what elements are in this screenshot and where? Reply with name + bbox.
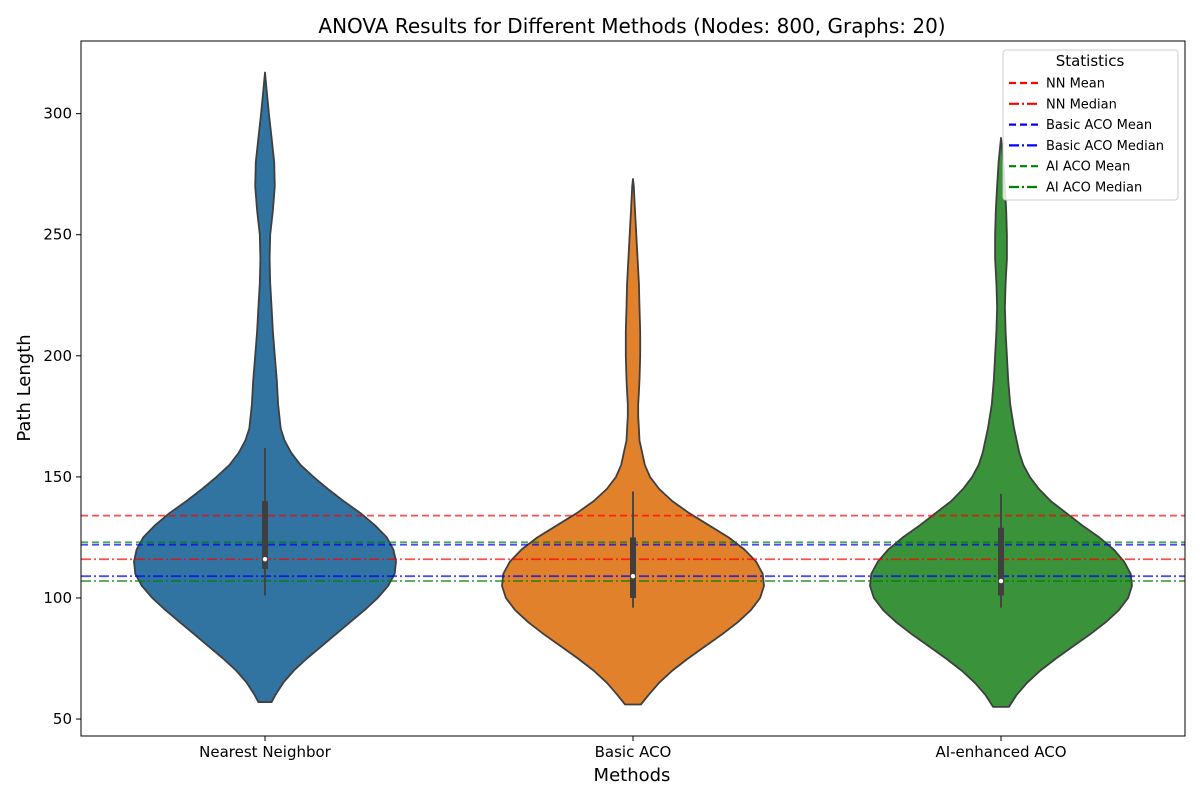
legend-label-0: NN Mean: [1046, 77, 1105, 92]
x-tick-label-0: Nearest Neighbor: [199, 743, 332, 761]
violin-0: [133, 71, 397, 703]
iqr-box-2: [998, 527, 1004, 596]
y-tick-label-0: 50: [53, 710, 72, 728]
x-tick-label-1: Basic ACO: [595, 743, 672, 761]
y-tick-label-5: 300: [43, 105, 72, 123]
legend: Statistics NN Mean NN Median Basic ACO Mea…: [1002, 49, 1179, 201]
legend-label-1: NN Median: [1046, 97, 1117, 112]
legend-label-5: AI ACO Median: [1046, 181, 1142, 196]
box-layer: [262, 447, 1004, 608]
x-axis: Nearest Neighbor Basic ACO AI-enhanced ACO: [199, 736, 1067, 761]
y-tick-label-4: 250: [43, 226, 72, 244]
x-tick-label-2: AI-enhanced ACO: [935, 743, 1066, 761]
violin-1: [501, 178, 765, 706]
legend-label-3: Basic ACO Median: [1046, 139, 1164, 154]
median-dot-0: [262, 557, 268, 562]
legend-box: [1002, 49, 1179, 201]
median-dot-2: [998, 578, 1004, 584]
legend-label-2: Basic ACO Mean: [1046, 118, 1152, 133]
median-dot-1: [630, 573, 636, 579]
iqr-box-0: [262, 501, 268, 569]
x-axis-label: Methods: [594, 765, 671, 786]
violins-layer: [133, 71, 1133, 708]
legend-title: Statistics: [1056, 52, 1125, 70]
violin-2: [869, 137, 1133, 708]
iqr-box-1: [630, 537, 636, 598]
y-tick-label-3: 200: [43, 347, 72, 365]
y-tick-label-1: 100: [43, 589, 72, 607]
y-tick-label-2: 150: [43, 468, 72, 486]
chart-title: ANOVA Results for Different Methods (Nod…: [318, 14, 945, 38]
y-axis: 50 100 150 200 250 300: [43, 105, 81, 728]
legend-label-4: AI ACO Mean: [1046, 160, 1130, 175]
y-axis-label: Path Length: [14, 334, 35, 441]
